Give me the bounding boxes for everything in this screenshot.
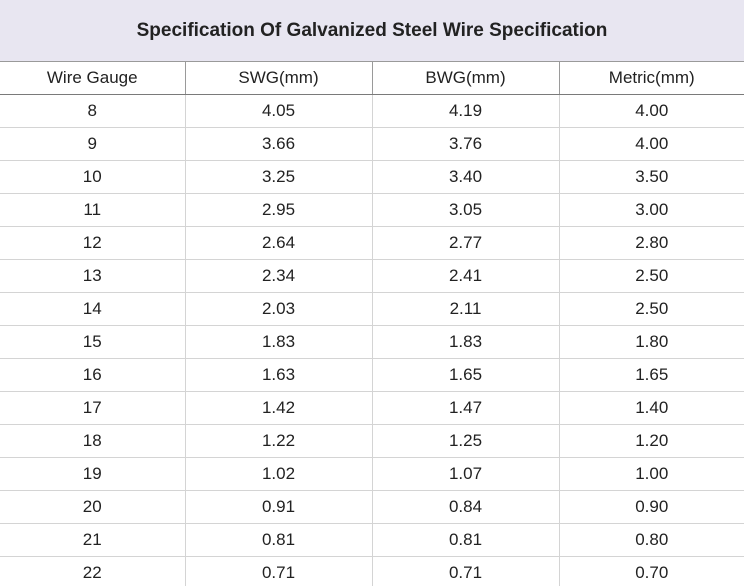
table-cell: 1.63 bbox=[184, 358, 372, 392]
table-cell: 4.00 bbox=[558, 94, 744, 128]
table-cell: 2.64 bbox=[184, 226, 372, 260]
table-row: 12 2.64 2.77 2.80 bbox=[0, 226, 744, 260]
table-row: 21 0.81 0.81 0.80 bbox=[0, 523, 744, 557]
table-cell: 14 bbox=[0, 292, 185, 326]
table-cell: 18 bbox=[0, 424, 185, 458]
table-cell: 15 bbox=[0, 325, 185, 359]
table-cell: 12 bbox=[0, 226, 185, 260]
table-row: 11 2.95 3.05 3.00 bbox=[0, 193, 744, 227]
table-row: 13 2.34 2.41 2.50 bbox=[0, 259, 744, 293]
table-cell: 9 bbox=[0, 127, 185, 161]
table-cell: 1.80 bbox=[558, 325, 744, 359]
spec-table: Wire Gauge SWG(mm) BWG(mm) Metric(mm) 8 4.05… bbox=[0, 62, 744, 586]
table-cell: 2.03 bbox=[184, 292, 372, 326]
table-row: 22 0.71 0.71 0.70 bbox=[0, 556, 744, 586]
table-row: 8 4.05 4.19 4.00 bbox=[0, 94, 744, 128]
table-cell: 19 bbox=[0, 457, 185, 491]
table-cell: 16 bbox=[0, 358, 185, 392]
table-cell: 2.11 bbox=[371, 292, 559, 326]
table-cell: 10 bbox=[0, 160, 185, 194]
table-row: 14 2.03 2.11 2.50 bbox=[0, 292, 744, 326]
table-cell: 0.84 bbox=[371, 490, 559, 524]
table-cell: 2.80 bbox=[558, 226, 744, 260]
table-cell: 1.65 bbox=[558, 358, 744, 392]
table-cell: 0.70 bbox=[558, 556, 744, 586]
table-cell: 4.00 bbox=[558, 127, 744, 161]
table-cell: 0.80 bbox=[558, 523, 744, 557]
table-row: 17 1.42 1.47 1.40 bbox=[0, 391, 744, 425]
table-cell: 21 bbox=[0, 523, 185, 557]
table-cell: 1.22 bbox=[184, 424, 372, 458]
table-cell: 0.81 bbox=[184, 523, 372, 557]
table-cell: 22 bbox=[0, 556, 185, 586]
table-title: Specification Of Galvanized Steel Wire S… bbox=[0, 0, 744, 62]
table-cell: 3.76 bbox=[371, 127, 559, 161]
table-cell: 1.02 bbox=[184, 457, 372, 491]
table-row: 18 1.22 1.25 1.20 bbox=[0, 424, 744, 458]
table-cell: 3.00 bbox=[558, 193, 744, 227]
column-header: BWG(mm) bbox=[371, 62, 559, 95]
table-cell: 17 bbox=[0, 391, 185, 425]
table-cell: 3.25 bbox=[184, 160, 372, 194]
table-cell: 20 bbox=[0, 490, 185, 524]
table-cell: 3.40 bbox=[371, 160, 559, 194]
table-row: 19 1.02 1.07 1.00 bbox=[0, 457, 744, 491]
table-cell: 1.47 bbox=[371, 391, 559, 425]
table-cell: 11 bbox=[0, 193, 185, 227]
table-cell: 2.50 bbox=[558, 292, 744, 326]
table-cell: 1.20 bbox=[558, 424, 744, 458]
table-cell: 3.05 bbox=[371, 193, 559, 227]
table-cell: 13 bbox=[0, 259, 185, 293]
table-cell: 1.07 bbox=[371, 457, 559, 491]
table-cell: 2.50 bbox=[558, 259, 744, 293]
table-cell: 0.71 bbox=[184, 556, 372, 586]
table-cell: 2.77 bbox=[371, 226, 559, 260]
table-cell: 4.19 bbox=[371, 94, 559, 128]
header-row: Wire Gauge SWG(mm) BWG(mm) Metric(mm) bbox=[0, 62, 744, 95]
table-cell: 1.25 bbox=[371, 424, 559, 458]
column-header: Wire Gauge bbox=[0, 62, 185, 95]
table-row: 15 1.83 1.83 1.80 bbox=[0, 325, 744, 359]
table-cell: 3.50 bbox=[558, 160, 744, 194]
table-body: 8 4.05 4.19 4.00 9 3.66 3.76 4.00 10 3.25 3.40 3.50… bbox=[0, 94, 744, 586]
table-cell: 1.42 bbox=[184, 391, 372, 425]
column-header: SWG(mm) bbox=[184, 62, 372, 95]
table-cell: 1.83 bbox=[371, 325, 559, 359]
table-row: 16 1.63 1.65 1.65 bbox=[0, 358, 744, 392]
table-cell: 0.91 bbox=[184, 490, 372, 524]
table-row: 10 3.25 3.40 3.50 bbox=[0, 160, 744, 194]
table-cell: 2.34 bbox=[184, 259, 372, 293]
table-cell: 1.65 bbox=[371, 358, 559, 392]
table-cell: 3.66 bbox=[184, 127, 372, 161]
table-cell: 1.83 bbox=[184, 325, 372, 359]
table-row: 20 0.91 0.84 0.90 bbox=[0, 490, 744, 524]
table-cell: 2.95 bbox=[184, 193, 372, 227]
table-cell: 4.05 bbox=[184, 94, 372, 128]
table-cell: 2.41 bbox=[371, 259, 559, 293]
table-cell: 0.81 bbox=[371, 523, 559, 557]
table-cell: 1.00 bbox=[558, 457, 744, 491]
table-row: 9 3.66 3.76 4.00 bbox=[0, 127, 744, 161]
column-header: Metric(mm) bbox=[558, 62, 744, 95]
table-cell: 8 bbox=[0, 94, 185, 128]
table-cell: 0.90 bbox=[558, 490, 744, 524]
table-cell: 0.71 bbox=[371, 556, 559, 586]
table-cell: 1.40 bbox=[558, 391, 744, 425]
